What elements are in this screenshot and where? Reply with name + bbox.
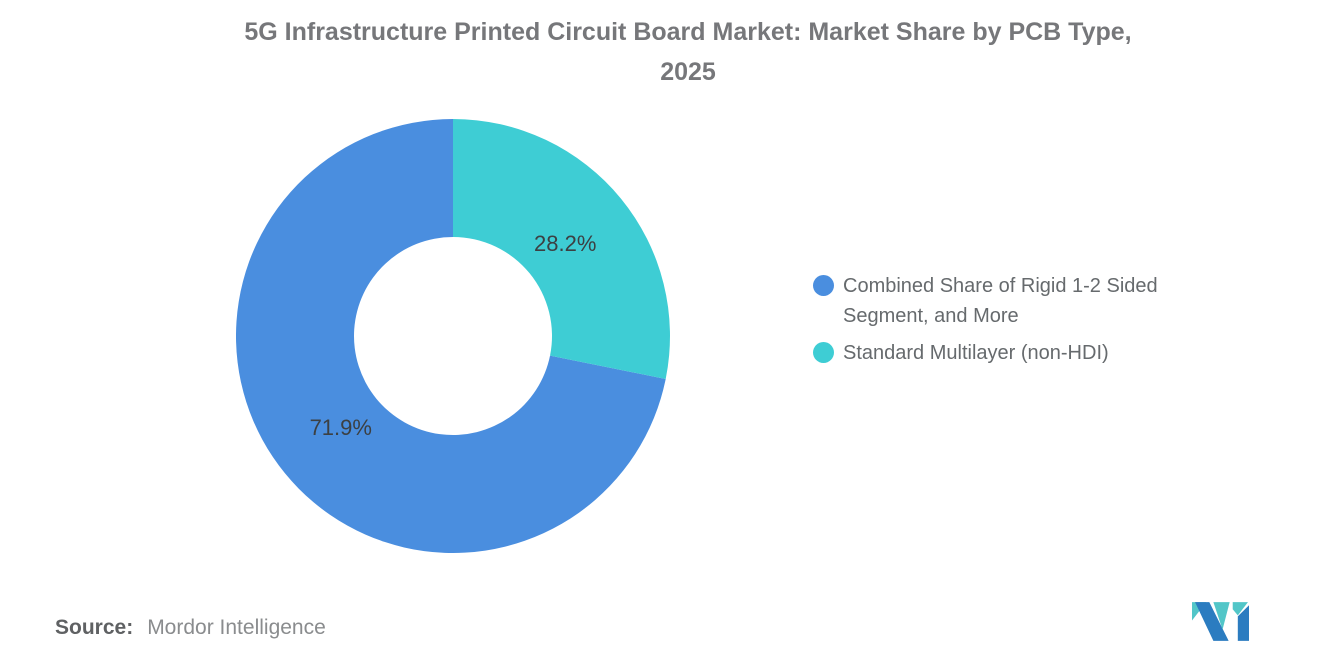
legend-item: Combined Share of Rigid 1-2 Sided Segmen…	[813, 271, 1213, 331]
slice-value-label: 71.9%	[309, 414, 372, 440]
legend: Combined Share of Rigid 1-2 Sided Segmen…	[813, 271, 1213, 375]
legend-item: Standard Multilayer (non-HDI)	[813, 338, 1213, 368]
legend-label: Combined Share of Rigid 1-2 Sided Segmen…	[843, 275, 1158, 327]
legend-label: Standard Multilayer (non-HDI)	[843, 342, 1109, 364]
logo-blue-right-bar	[1237, 605, 1249, 641]
legend-marker-icon	[813, 342, 834, 363]
source-note: Source: Mordor Intelligence	[55, 613, 326, 643]
chart-title-line-1: 5G Infrastructure Printed Circuit Board …	[244, 18, 1132, 46]
logo-teal-right-band	[1232, 602, 1248, 616]
source-label: Source:	[55, 616, 134, 639]
chart-title-line-2: 2025	[660, 58, 716, 86]
logo-blue-diagonal	[1195, 602, 1229, 641]
donut-svg	[236, 119, 670, 553]
donut-chart: 71.9% 28.2%	[236, 119, 670, 553]
logo-teal-middle-triangle	[1213, 602, 1230, 630]
source-value: Mordor Intelligence	[147, 616, 326, 639]
legend-marker-icon	[813, 275, 834, 296]
chart-title: 5G Infrastructure Printed Circuit Board …	[56, 12, 1320, 92]
donut-slice	[236, 119, 666, 553]
slice-value-label: 28.2%	[534, 231, 597, 257]
mordor-intelligence-logo	[1192, 602, 1249, 641]
donut-slice	[453, 119, 670, 379]
